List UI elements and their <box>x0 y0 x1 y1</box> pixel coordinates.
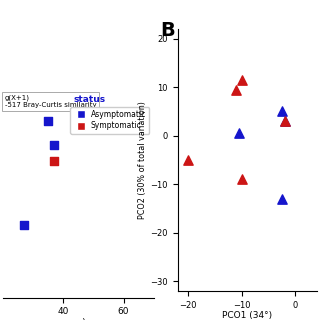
Point <box>239 77 244 82</box>
Point <box>279 196 284 201</box>
Point <box>22 223 27 228</box>
Point <box>236 131 242 136</box>
Text: status: status <box>74 95 106 104</box>
Text: B: B <box>160 21 175 40</box>
Point <box>234 87 239 92</box>
Point <box>52 158 57 164</box>
X-axis label: PCO1 (34°): PCO1 (34°) <box>222 311 272 320</box>
Point <box>239 177 244 182</box>
Point <box>52 142 57 147</box>
Y-axis label: PCO2 (30% of total variation): PCO2 (30% of total variation) <box>139 101 148 219</box>
Point <box>46 118 51 123</box>
X-axis label: an): an) <box>71 318 86 320</box>
Point <box>279 109 284 114</box>
Point <box>282 119 287 124</box>
Legend: Asymptomatic, Symptomatic: Asymptomatic, Symptomatic <box>70 107 149 133</box>
Text: g(X+1)
-517 Bray-Curtis similarity: g(X+1) -517 Bray-Curtis similarity <box>5 95 96 108</box>
Point <box>186 157 191 163</box>
Point <box>282 119 287 124</box>
